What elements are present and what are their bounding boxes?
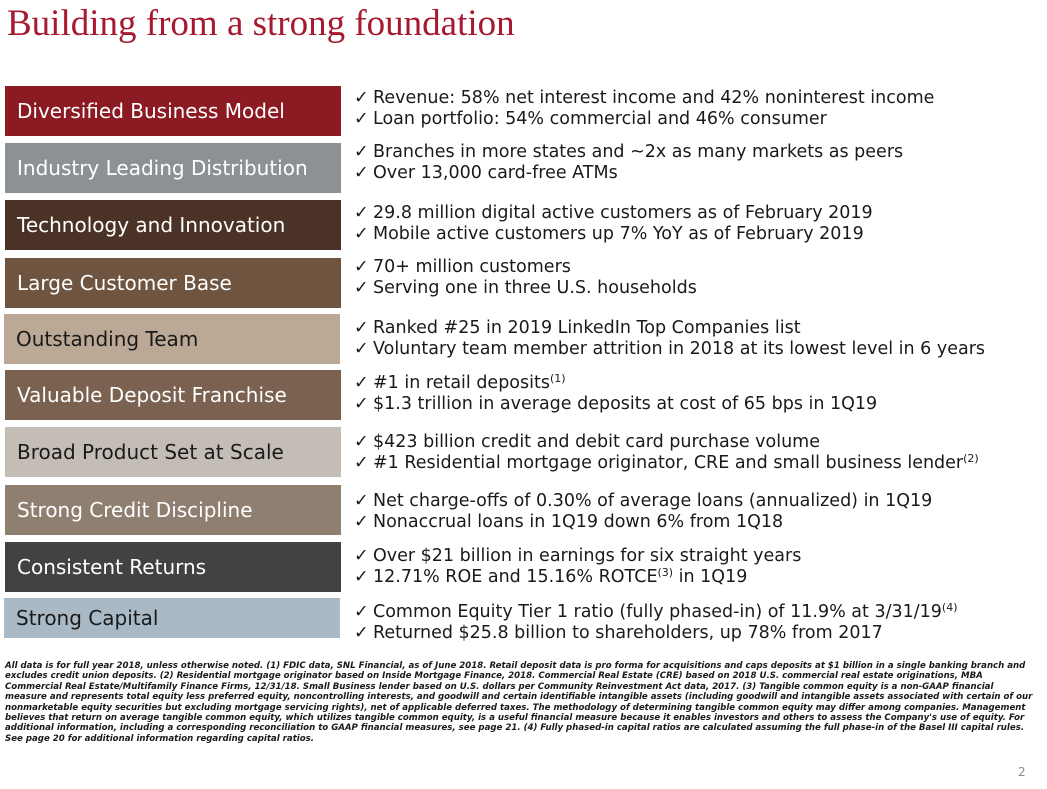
label-box: Valuable Deposit Franchise <box>5 370 341 420</box>
check-icon: ✓ <box>354 142 369 162</box>
bullet-text: Over $21 billion in earnings for six str… <box>373 546 802 566</box>
bullet-item: ✓ Over $21 billion in earnings for six st… <box>354 546 801 567</box>
bullet-item: ✓ Mobile active customers up 7% YoY as of… <box>354 224 873 245</box>
check-icon: ✓ <box>354 88 369 108</box>
bullet-item: ✓ Branches in more states and ~2x as many… <box>354 142 903 163</box>
bullet-text: Net charge-offs of 0.30% of average loan… <box>373 491 933 511</box>
bullet-list: ✓ Revenue: 58% net interest income and 42… <box>354 88 934 130</box>
check-icon: ✓ <box>354 224 369 244</box>
label-box: Broad Product Set at Scale <box>5 427 341 477</box>
bullet-text: Mobile active customers up 7% YoY as of … <box>373 224 864 244</box>
bullet-text: Ranked #25 in 2019 LinkedIn Top Companie… <box>373 318 801 338</box>
label-box: Industry Leading Distribution <box>5 143 341 193</box>
check-icon: ✓ <box>354 546 369 566</box>
check-icon: ✓ <box>354 318 369 338</box>
check-icon: ✓ <box>354 257 369 277</box>
label-box: Large Customer Base <box>5 258 341 308</box>
page-title: Building from a strong foundation <box>7 3 515 44</box>
bullet-text-suffix: in 1Q19 <box>673 567 748 587</box>
footnote-ref: (4) <box>941 601 958 614</box>
check-icon: ✓ <box>354 432 369 452</box>
bullet-text: Returned $25.8 billion to shareholders, … <box>373 623 883 643</box>
bullet-item: ✓ #1 in retail deposits(1) <box>354 373 877 394</box>
check-icon: ✓ <box>354 373 369 393</box>
check-icon: ✓ <box>354 453 369 473</box>
label-box: Diversified Business Model <box>5 86 341 136</box>
page-number: 2 <box>1018 765 1026 779</box>
footnote-ref: (1) <box>549 372 566 385</box>
bullet-item: ✓ 12.71% ROE and 15.16% ROTCE(3) in 1Q19 <box>354 567 801 588</box>
bullet-text: Common Equity Tier 1 ratio (fully phased… <box>373 602 942 622</box>
footnote: All data is for full year 2018, unless o… <box>5 661 1033 744</box>
check-icon: ✓ <box>354 278 369 298</box>
check-icon: ✓ <box>354 109 369 129</box>
bullet-item: ✓ $1.3 trillion in average deposits at co… <box>354 394 877 415</box>
bullet-item: ✓ Returned $25.8 billion to shareholders,… <box>354 623 958 644</box>
bullet-text: Voluntary team member attrition in 2018 … <box>373 339 986 359</box>
bullet-item: ✓ $423 billion credit and debit card purc… <box>354 432 979 453</box>
bullet-list: ✓ Over $21 billion in earnings for six st… <box>354 546 801 588</box>
bullet-text: $423 billion credit and debit card purch… <box>373 432 820 452</box>
bullet-text: Over 13,000 card-free ATMs <box>373 163 618 183</box>
bullet-list: ✓ 70+ million customers ✓ Serving one in t… <box>354 257 697 299</box>
bullet-item: ✓ 29.8 million digital active customers a… <box>354 203 873 224</box>
bullet-item: ✓ Loan portfolio: 54% commercial and 46% … <box>354 109 934 130</box>
bullet-text: #1 in retail deposits <box>373 373 550 393</box>
label-box: Strong Credit Discipline <box>5 485 341 535</box>
check-icon: ✓ <box>354 623 369 643</box>
bullet-text: $1.3 trillion in average deposits at cos… <box>373 394 878 414</box>
check-icon: ✓ <box>354 163 369 183</box>
bullet-item: ✓ Net charge-offs of 0.30% of average loa… <box>354 491 932 512</box>
bullet-text: 29.8 million digital active customers as… <box>373 203 873 223</box>
footnote-ref: (2) <box>963 452 979 465</box>
footnote-ref: (3) <box>657 566 674 579</box>
check-icon: ✓ <box>354 339 369 359</box>
bullet-text: Serving one in three U.S. households <box>373 278 697 298</box>
bullet-item: ✓ Common Equity Tier 1 ratio (fully phase… <box>354 602 958 623</box>
bullet-list: ✓ Net charge-offs of 0.30% of average loa… <box>354 491 932 533</box>
bullet-item: ✓ Nonaccrual loans in 1Q19 down 6% from 1… <box>354 512 932 533</box>
bullet-list: ✓ Branches in more states and ~2x as many… <box>354 142 903 184</box>
bullet-item: ✓ #1 Residential mortgage originator, CRE… <box>354 453 979 474</box>
bullet-list: ✓ Ranked #25 in 2019 LinkedIn Top Compani… <box>354 318 985 360</box>
bullet-item: ✓ Voluntary team member attrition in 2018… <box>354 339 985 360</box>
bullet-text: Branches in more states and ~2x as many … <box>373 142 904 162</box>
bullet-list: ✓ #1 in retail deposits(1) ✓ $1.3 trillion… <box>354 373 877 415</box>
check-icon: ✓ <box>354 567 369 587</box>
bullet-text: 12.71% ROE and 15.16% ROTCE <box>373 567 658 587</box>
bullet-list: ✓ Common Equity Tier 1 ratio (fully phase… <box>354 602 958 644</box>
label-box: Consistent Returns <box>5 542 341 592</box>
bullet-item: ✓ Over 13,000 card-free ATMs <box>354 163 903 184</box>
bullet-text: 70+ million customers <box>373 257 571 277</box>
label-box: Technology and Innovation <box>5 200 341 250</box>
bullet-item: ✓ 70+ million customers <box>354 257 697 278</box>
check-icon: ✓ <box>354 512 369 532</box>
bullet-item: ✓ Revenue: 58% net interest income and 42… <box>354 88 934 109</box>
bullet-text: Revenue: 58% net interest income and 42%… <box>373 88 935 108</box>
label-box: Strong Capital <box>4 598 340 638</box>
check-icon: ✓ <box>354 394 369 414</box>
bullet-item: ✓ Ranked #25 in 2019 LinkedIn Top Compani… <box>354 318 985 339</box>
label-box: Outstanding Team <box>4 314 340 364</box>
bullet-text: Nonaccrual loans in 1Q19 down 6% from 1Q… <box>373 512 784 532</box>
bullet-list: ✓ 29.8 million digital active customers a… <box>354 203 873 245</box>
bullet-list: ✓ $423 billion credit and debit card purc… <box>354 432 979 474</box>
check-icon: ✓ <box>354 602 369 622</box>
bullet-text: Loan portfolio: 54% commercial and 46% c… <box>373 109 827 129</box>
bullet-text: #1 Residential mortgage originator, CRE … <box>373 453 964 473</box>
bullet-item: ✓ Serving one in three U.S. households <box>354 278 697 299</box>
check-icon: ✓ <box>354 491 369 511</box>
check-icon: ✓ <box>354 203 369 223</box>
